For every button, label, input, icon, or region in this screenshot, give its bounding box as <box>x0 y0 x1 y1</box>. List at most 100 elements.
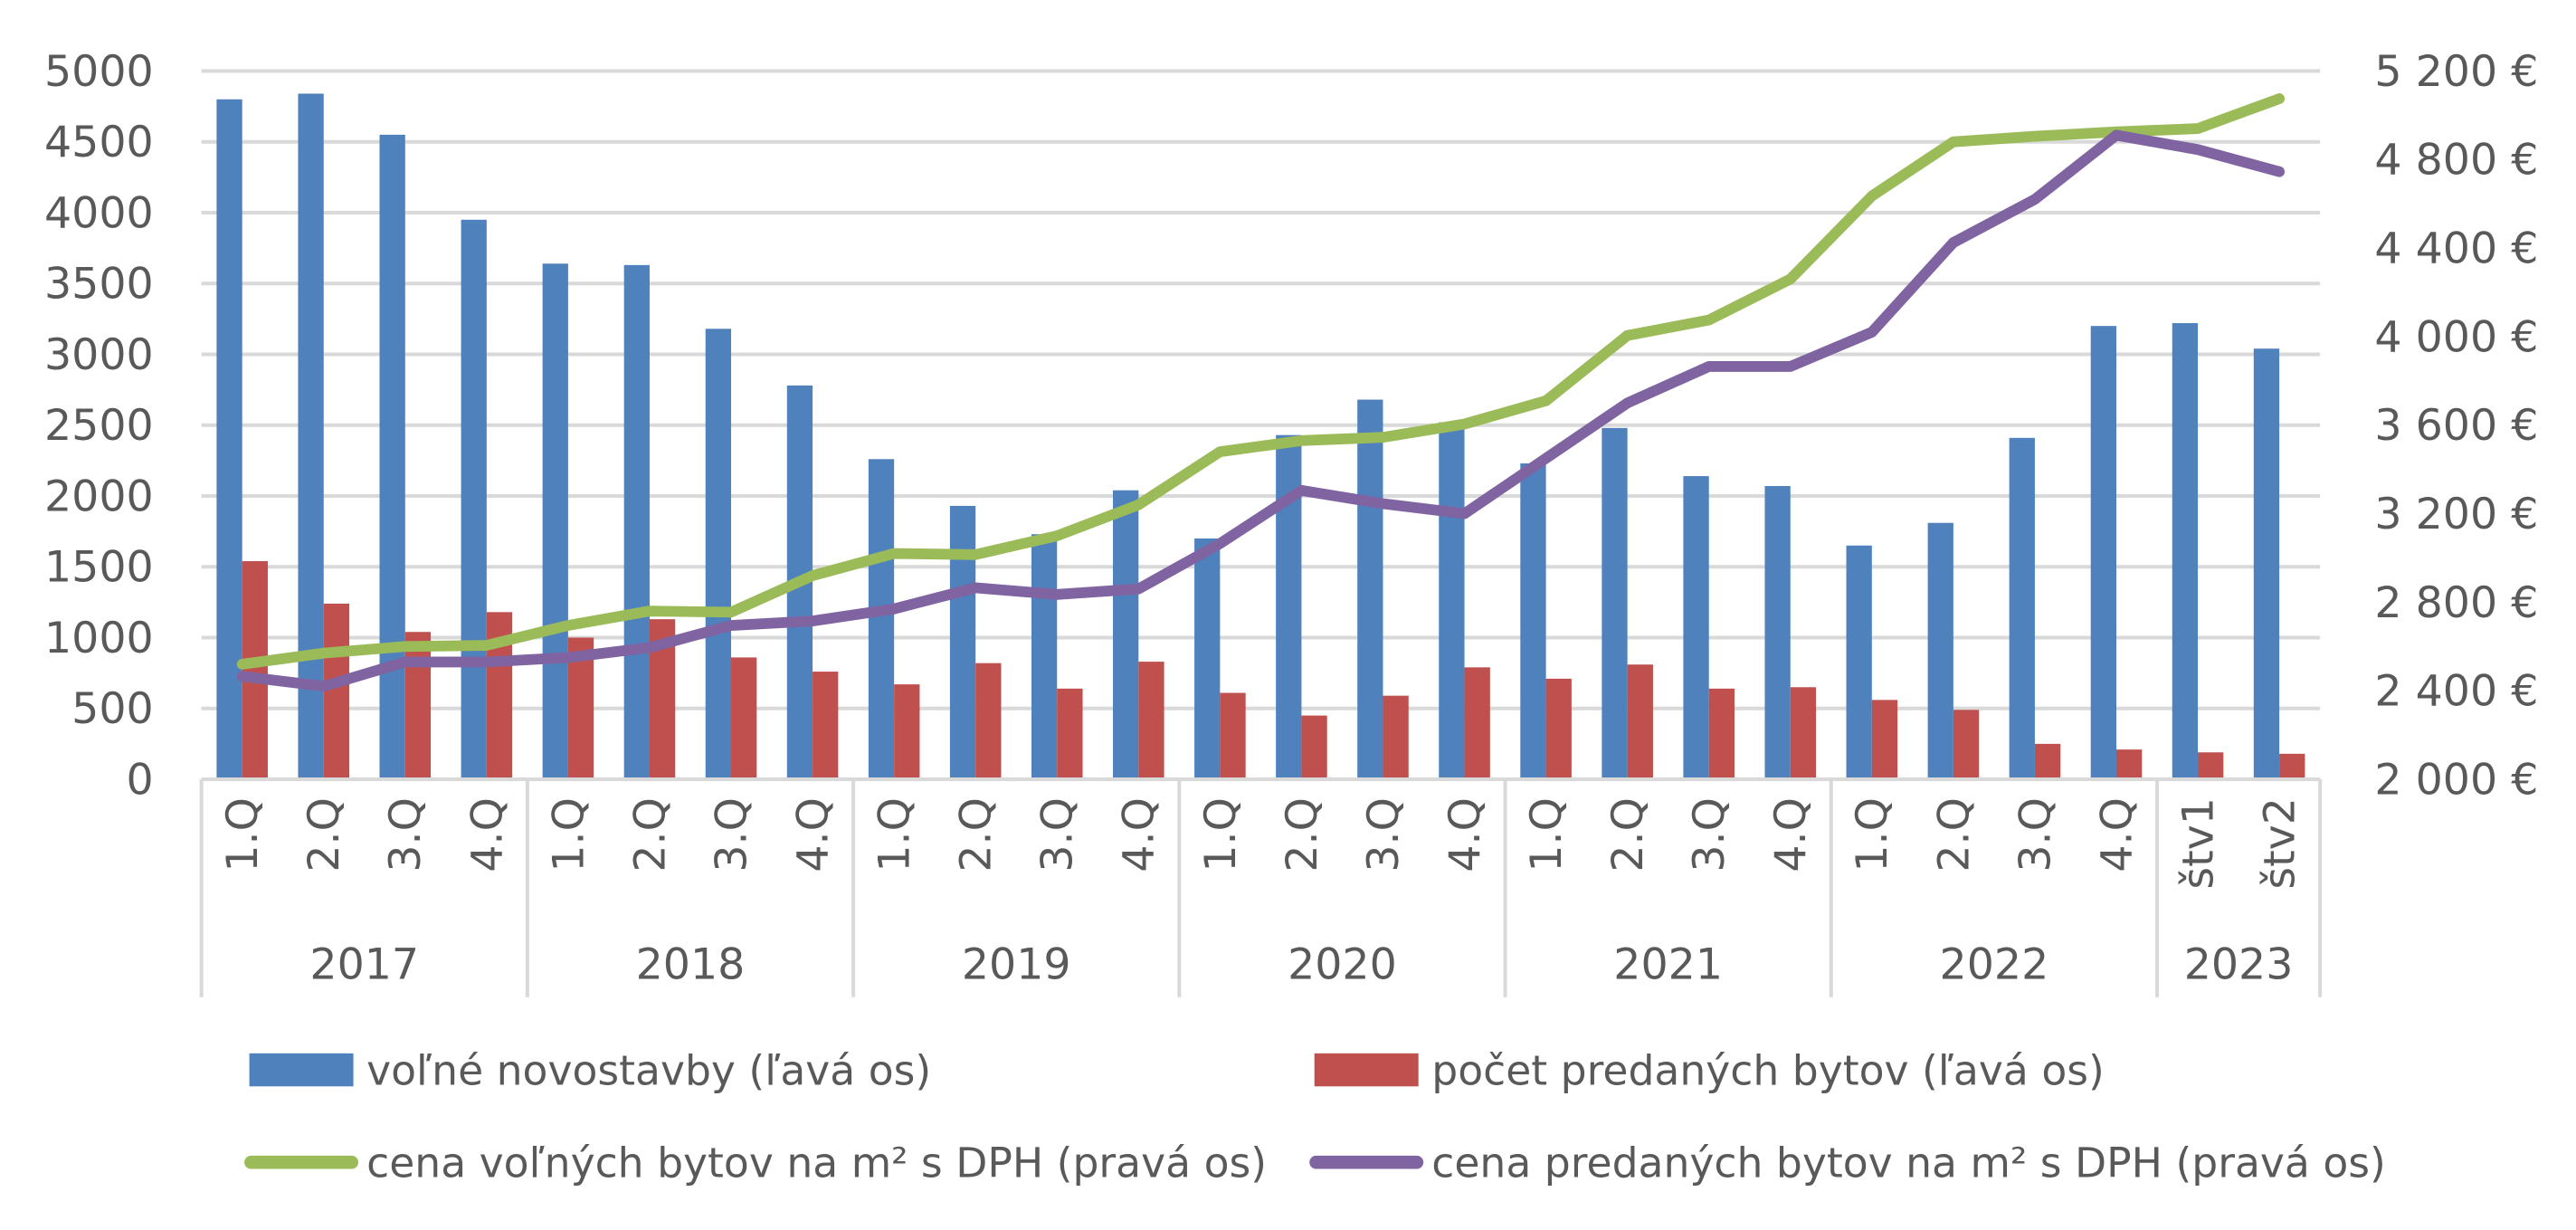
bar-volne-novostavby <box>2172 323 2199 780</box>
category-label: 2.Q <box>952 797 1002 872</box>
category-label: 3.Q <box>381 797 431 872</box>
bar-pocet-predanych <box>1057 688 1083 780</box>
bar-pocet-predanych <box>242 560 268 780</box>
year-group-label: 2018 <box>636 940 746 990</box>
x-axis: 1.Q 2.Q 3.Q 4.Q 1.Q 2.Q 3.Q 4.Q 1.Q 2.Q 3.Q 4.Q 1.Q 2… <box>199 777 2323 997</box>
bar-pocet-predanych <box>1220 692 1246 780</box>
bar-pocet-predanych <box>1708 688 1735 780</box>
bar-pocet-predanych <box>1464 667 1490 780</box>
bar-volne-novostavby <box>868 459 895 780</box>
category-label: 3.Q <box>1033 797 1083 872</box>
category-label: 1.Q <box>1522 797 1572 872</box>
bar-volne-novostavby <box>1602 427 1628 780</box>
line-cena-predanych <box>236 129 2286 692</box>
bar-volne-novostavby <box>1194 538 1221 780</box>
bar-pocet-predanych <box>2115 749 2143 780</box>
legend-swatch-bar-red <box>1314 1053 1419 1087</box>
bar-volne-novostavby <box>705 329 732 780</box>
bar-volne-novostavby <box>379 134 405 780</box>
right-axis: 2 000 € 2 400 € 2 800 € 3 200 € 3 600 € 4 000… <box>2374 47 2538 806</box>
bar-volne-novostavby <box>461 219 487 780</box>
bar-volne-novostavby <box>1520 462 1546 780</box>
legend-label-cena-predanych: cena predaných bytov na m² s DPH (pravá … <box>1431 1139 2386 1187</box>
right-tick-label: 4 800 € <box>2374 136 2538 186</box>
bar-volne-novostavby <box>542 263 568 780</box>
left-tick-label: 2500 <box>44 401 154 451</box>
left-tick-label: 0 <box>127 755 154 805</box>
bar-volne-novostavby <box>2009 437 2035 780</box>
category-label: štv2 <box>2256 797 2305 890</box>
year-group-label: 2019 <box>962 940 1071 990</box>
bar-pocet-predanych <box>894 684 920 780</box>
category-label: 1.Q <box>1848 797 1897 872</box>
left-tick-label: 1000 <box>44 614 154 663</box>
category-label: 1.Q <box>870 797 920 872</box>
bar-volne-novostavby <box>1846 545 1872 780</box>
year-group-label: 2022 <box>1940 940 2049 990</box>
left-tick-label: 4500 <box>44 118 154 167</box>
bar-pocet-predanych <box>1627 664 1653 780</box>
bar-volne-novostavby <box>1031 534 1058 780</box>
bar-pocet-predanych <box>2198 752 2224 780</box>
year-group-label: 2020 <box>1288 940 1397 990</box>
legend-label-voľné-novostavby: voľné novostavby (ľavá os) <box>366 1046 931 1094</box>
bar-pocet-predanych <box>1790 687 1817 780</box>
bar-volne-novostavby <box>298 93 324 780</box>
category-label: 3.Q <box>2010 797 2060 872</box>
bar-volne-novostavby <box>2090 326 2116 780</box>
bar-volne-novostavby <box>1764 486 1791 780</box>
category-label: 1.Q <box>544 797 594 872</box>
left-tick-label: 2000 <box>44 472 154 521</box>
legend-label-cena-volnych: cena voľných bytov na m² s DPH (pravá os… <box>366 1139 1267 1187</box>
bar-pocet-predanych <box>2034 743 2061 780</box>
right-tick-label: 3 600 € <box>2374 401 2538 451</box>
category-label: 1.Q <box>218 797 268 872</box>
year-group-label: 2017 <box>309 940 419 990</box>
right-tick-label: 5 200 € <box>2374 47 2538 97</box>
left-tick-label: 500 <box>71 684 154 734</box>
left-tick-label: 4000 <box>44 188 154 238</box>
category-label: 4.Q <box>1440 797 1490 872</box>
category-label: 3.Q <box>1359 797 1409 872</box>
right-tick-label: 4 000 € <box>2374 312 2538 362</box>
bar-pocet-predanych <box>1871 700 1898 780</box>
right-tick-label: 3 200 € <box>2374 490 2538 539</box>
category-label: 3.Q <box>1685 797 1735 872</box>
category-label: 2.Q <box>1278 797 1327 872</box>
bar-volne-novostavby <box>1927 522 1953 780</box>
bar-pocet-predanych <box>1953 710 1980 780</box>
bar-volne-novostavby <box>1357 399 1383 780</box>
bar-volne-novostavby <box>623 264 650 780</box>
line-cena-volnych <box>236 93 2286 670</box>
year-group-label: 2021 <box>1613 940 1723 990</box>
category-label: 4.Q <box>788 797 838 872</box>
right-tick-label: 2 000 € <box>2374 755 2538 805</box>
left-tick-label: 3500 <box>44 260 154 310</box>
bar-pocet-predanych <box>731 657 757 780</box>
left-axis: 0 500 1000 1500 2000 2500 3000 3500 4000 4500 5000 <box>44 47 154 806</box>
bars <box>216 93 2305 780</box>
legend-swatch-bar-blue <box>249 1053 354 1087</box>
category-label: 2.Q <box>625 797 675 872</box>
category-label: 2.Q <box>1603 797 1653 872</box>
category-label: 2.Q <box>1929 797 1979 872</box>
bar-volne-novostavby <box>949 505 976 780</box>
category-label: 4.Q <box>2092 797 2142 872</box>
year-group-label: 2023 <box>2184 940 2294 990</box>
bar-volne-novostavby <box>1683 476 1709 780</box>
legend: voľné novostavby (ľavá os) počet predaný… <box>244 1046 2386 1187</box>
category-label: 2.Q <box>299 797 349 872</box>
bar-pocet-predanych <box>2279 753 2305 780</box>
category-label: 4.Q <box>462 797 512 872</box>
bar-pocet-predanych <box>1545 678 1572 780</box>
bar-pocet-predanych <box>1138 662 1164 780</box>
left-tick-label: 3000 <box>44 330 154 380</box>
bar-pocet-predanych <box>404 632 432 780</box>
category-label: 1.Q <box>1196 797 1246 872</box>
bar-pocet-predanych <box>1383 695 1409 780</box>
bar-pocet-predanych <box>1301 715 1327 780</box>
category-label: 4.Q <box>1115 797 1164 872</box>
gridlines <box>201 69 2321 710</box>
bar-volne-novostavby <box>1113 490 1139 780</box>
